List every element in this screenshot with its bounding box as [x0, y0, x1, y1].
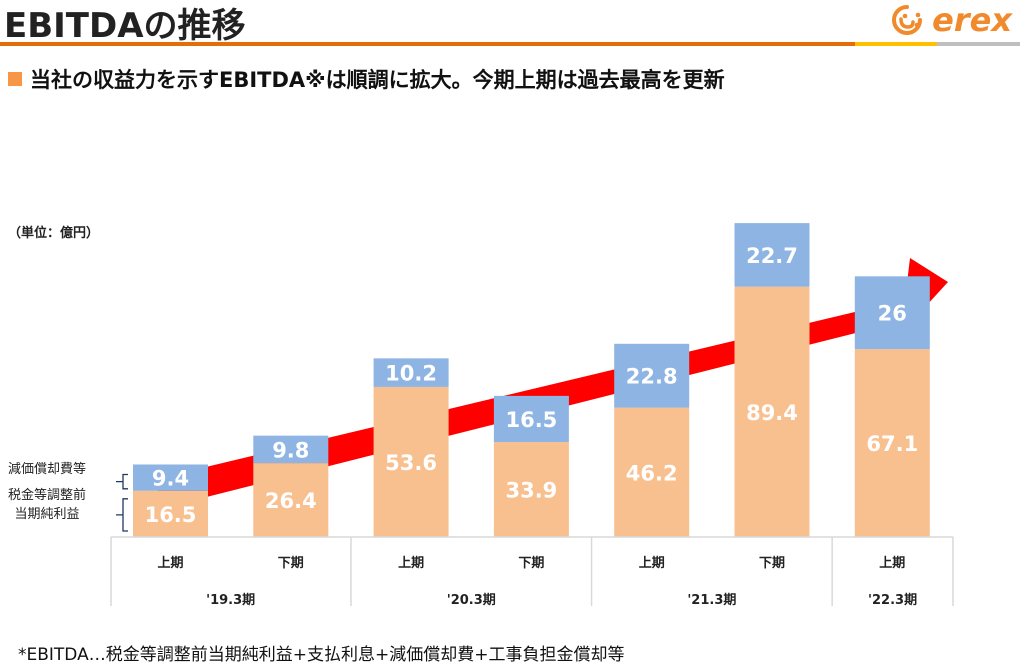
bar-pretax-profit [493, 442, 569, 537]
bar-pretax-profit [734, 286, 810, 537]
bar-depreciation [493, 395, 569, 443]
subtitle: 当社の収益力を示すEBITDA※は順調に拡大。今期上期は過去最高を更新 [8, 64, 725, 94]
bar-depreciation [133, 464, 208, 491]
data-label-depreciation: 22.8 [626, 365, 678, 389]
bar-depreciation [854, 276, 930, 350]
x-tick-label: 上期 [639, 556, 665, 571]
x-group-label: '19.3期 [206, 593, 255, 608]
bar-depreciation [253, 435, 329, 464]
x-tick-label: 上期 [879, 556, 905, 571]
x-tick-label: 上期 [157, 556, 183, 571]
x-group-label: '21.3期 [687, 593, 736, 608]
data-label-pretax: 26.4 [265, 489, 317, 513]
legend-pretax: 税金等調整前 当期純利益 [8, 486, 86, 524]
trend-arrow [155, 258, 948, 510]
bar-depreciation [614, 343, 690, 408]
bar-pretax-profit [133, 490, 208, 537]
bar-pretax-profit [614, 407, 690, 537]
data-label-depreciation: 26 [878, 302, 907, 326]
unit-label: （単位：億円） [8, 226, 100, 241]
legend-bracket-pretax [116, 498, 128, 532]
subtitle-text: 当社の収益力を示すEBITDA※は順調に拡大。今期上期は過去最高を更新 [30, 68, 725, 92]
legend-pretax-line2: 当期純利益 [14, 507, 80, 522]
legend-depreciation: 減価償却費等 [8, 462, 87, 477]
data-label-depreciation: 10.2 [385, 362, 437, 386]
footnote: *EBITDA…税金等調整前当期純利益+支払利息+減価償却費+工事負担金償却等 [18, 645, 625, 665]
x-tick-label: 下期 [518, 556, 544, 571]
data-label-pretax: 46.2 [626, 461, 678, 485]
header-rule-orange [0, 42, 855, 46]
data-label-pretax: 16.5 [145, 503, 197, 527]
x-group-label: '20.3期 [447, 593, 496, 608]
bar-pretax-profit [854, 349, 930, 537]
legend-bracket-depreciation [116, 473, 128, 490]
page-title: EBITDAの推移 [4, 6, 246, 46]
data-label-pretax: 67.1 [866, 432, 918, 456]
x-tick-label: 上期 [398, 556, 424, 571]
bar-depreciation [734, 223, 810, 287]
data-label-pretax: 53.6 [385, 451, 437, 475]
data-label-depreciation: 9.4 [152, 467, 189, 491]
x-tick-label: 下期 [759, 556, 785, 571]
x-tick-label: 下期 [278, 556, 304, 571]
bullet-square-icon [8, 72, 22, 86]
data-label-pretax: 89.4 [746, 401, 798, 425]
data-label-depreciation: 9.8 [272, 438, 309, 462]
data-label-depreciation: 16.5 [505, 408, 557, 432]
x-group-label: '22.3期 [868, 593, 917, 608]
header-rule-yellow [855, 42, 937, 46]
logo-text: erex [932, 1, 1012, 39]
bar-pretax-profit [253, 463, 329, 537]
bar-pretax-profit [373, 386, 449, 537]
bar-depreciation [373, 358, 449, 387]
data-label-pretax: 33.9 [505, 479, 557, 503]
smile-e-icon [892, 5, 923, 35]
data-label-depreciation: 22.7 [746, 244, 798, 268]
erex-logo: erex [890, 0, 1012, 40]
header-rule-gray [937, 42, 1020, 46]
legend-pretax-line1: 税金等調整前 [8, 488, 87, 503]
